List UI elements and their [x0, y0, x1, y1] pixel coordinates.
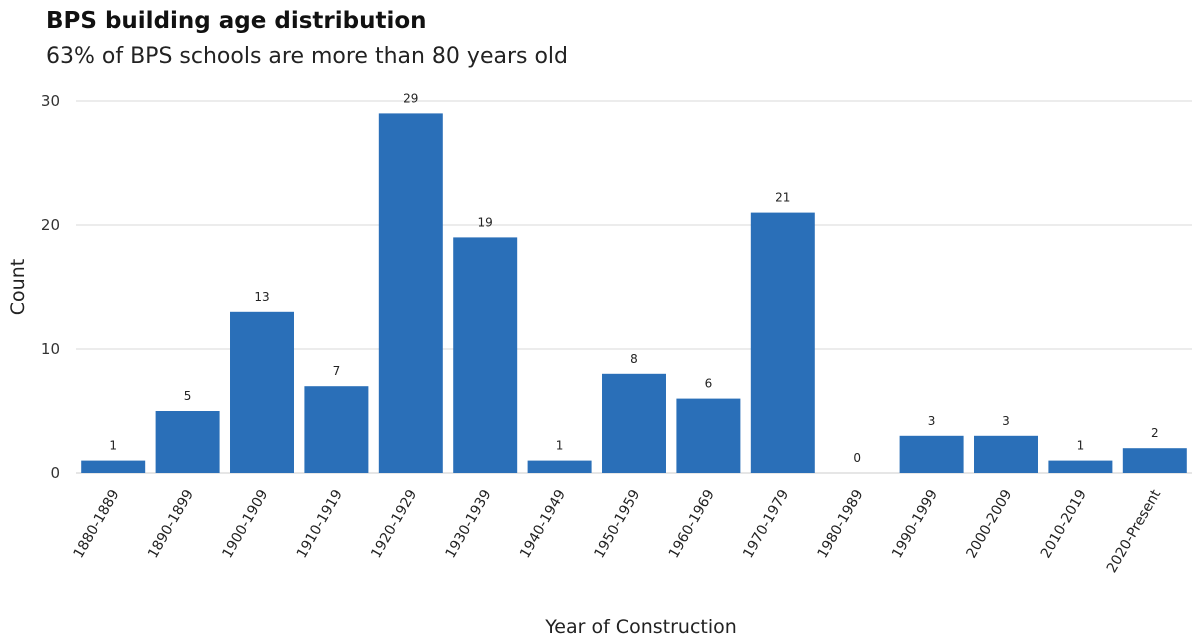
bar — [602, 373, 666, 473]
bar — [304, 386, 369, 473]
x-tick-label: 1960-1969 — [666, 487, 718, 561]
data-label: 1 — [109, 439, 117, 453]
data-labels: 1 5 13 7 29 19 1 8 6 21 0 3 3 1 2 — [109, 91, 1158, 465]
bar — [453, 237, 518, 473]
bar — [1048, 460, 1113, 473]
y-axis-title: Count — [7, 259, 29, 315]
data-label: 8 — [630, 352, 638, 366]
bar — [899, 435, 964, 473]
x-tick-label: 1910-1919 — [294, 487, 346, 561]
data-label: 7 — [333, 364, 341, 378]
y-axis-ticks: 0 10 20 30 — [41, 92, 60, 482]
x-tick-label: 1940-1949 — [517, 487, 569, 561]
data-label: 1 — [1077, 439, 1085, 453]
data-label: 1 — [556, 439, 564, 453]
x-tick-label: 2020-Present — [1104, 487, 1165, 576]
data-label: 29 — [403, 91, 418, 105]
x-tick-label: 1880-1889 — [71, 487, 123, 561]
x-tick-label: 1970-1979 — [740, 487, 792, 561]
bar — [230, 311, 294, 473]
bar — [527, 460, 592, 473]
chart-title: BPS building age distribution — [46, 8, 427, 34]
data-label: 3 — [1002, 414, 1010, 428]
bar — [974, 435, 1038, 473]
data-label: 13 — [254, 290, 269, 304]
data-label: 6 — [705, 377, 713, 391]
bar — [81, 460, 146, 473]
x-tick-label: 1900-1909 — [219, 487, 271, 561]
data-label: 0 — [853, 451, 861, 465]
x-tick-label: 1980-1989 — [815, 487, 867, 561]
data-label: 19 — [478, 215, 493, 229]
bar — [750, 212, 815, 473]
x-tick-label: 1990-1999 — [889, 487, 941, 561]
data-label: 21 — [775, 191, 790, 205]
y-tick-label: 30 — [41, 92, 60, 110]
chart-subtitle: 63% of BPS schools are more than 80 year… — [46, 44, 568, 69]
bar — [676, 398, 741, 473]
x-axis-title: Year of Construction — [544, 616, 737, 634]
x-tick-label: 1950-1959 — [591, 487, 643, 561]
data-label: 5 — [184, 389, 192, 403]
y-tick-label: 0 — [50, 464, 60, 482]
x-tick-label: 1890-1899 — [145, 487, 197, 561]
data-label: 2 — [1151, 426, 1159, 440]
x-tick-label: 1920-1929 — [368, 487, 420, 561]
bar — [1122, 448, 1187, 473]
x-tick-label: 2010-2019 — [1038, 487, 1090, 561]
bars — [81, 113, 1187, 474]
x-axis-ticks: 1880-1889 1890-1899 1900-1909 1910-1919 1920… — [71, 487, 1165, 576]
y-tick-label: 20 — [41, 216, 60, 234]
y-tick-label: 10 — [41, 340, 60, 358]
x-tick-label: 2000-2009 — [963, 487, 1015, 561]
data-label: 3 — [928, 414, 936, 428]
bar — [378, 113, 443, 474]
bar — [155, 411, 220, 473]
x-tick-label: 1930-1939 — [443, 487, 495, 561]
